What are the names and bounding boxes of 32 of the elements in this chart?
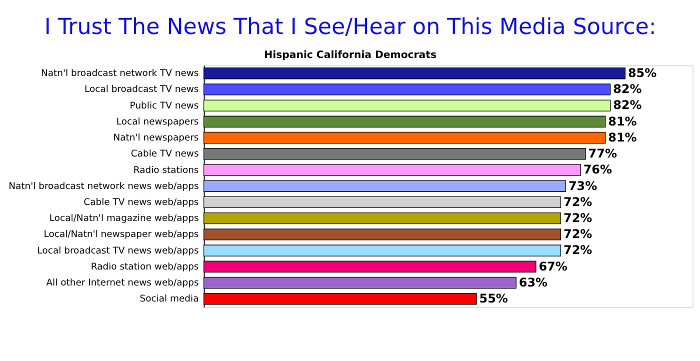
y-tick-label: Local/Natn'l newspaper web/apps [44,229,199,240]
data-label: 77% [588,146,617,161]
data-label: 72% [564,243,592,258]
data-label: 82% [613,98,642,112]
data-label: 82% [613,82,642,96]
y-tick-label: Public TV news [130,100,199,112]
y-tick-label: All other Internet news web/apps [46,278,199,289]
data-label: 72% [564,194,592,209]
y-tick-label: Local newspapers [116,116,199,128]
data-label: 72% [564,227,592,242]
data-label: 67% [538,259,568,274]
y-tick-label: Local broadcast TV news [84,84,199,96]
data-label: 81% [608,114,637,128]
data-label: 73% [568,178,598,193]
chart-title: I Trust The News That I See/Hear on This Media Source: [44,14,656,40]
data-label: 76% [583,162,612,177]
y-tick-label: Natn'l newspapers [113,132,199,144]
y-tick-label: Social media [140,294,199,305]
data-label: 85% [628,66,657,80]
y-tick-label: Radio stations [133,164,199,176]
data-label: 55% [479,292,508,306]
data-label: 63% [518,275,548,290]
data-label: 81% [608,130,637,144]
y-tick-label: Natn'l broadcast network TV news [40,68,199,80]
y-tick-label: Natn'l broadcast network news web/apps [8,180,199,192]
y-tick-label: Cable TV news [130,148,199,160]
y-tick-label: Local/Natn'l magazine web/apps [49,213,199,224]
chart-subtitle: Hispanic California Democrats [264,50,436,61]
y-tick-label: Radio station web/apps [90,261,199,272]
y-tick-label: Cable TV news web/apps [84,196,199,208]
y-tick-label: Local broadcast TV news web/apps [37,245,199,256]
data-label: 72% [564,211,592,225]
